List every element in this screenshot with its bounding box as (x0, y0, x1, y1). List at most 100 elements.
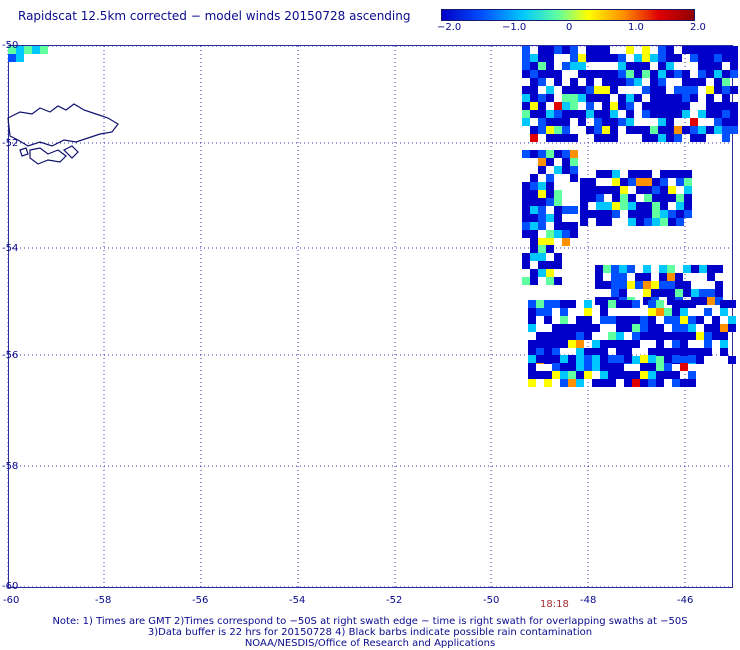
wind-cell (544, 300, 552, 308)
wind-cell (652, 186, 660, 194)
wind-cell (648, 316, 656, 324)
lon-tick-label: -48 (580, 595, 597, 606)
wind-cell (546, 70, 554, 78)
wind-cell (580, 194, 588, 202)
wind-cell (522, 190, 530, 198)
wind-cell (8, 46, 16, 54)
wind-cell (584, 332, 592, 340)
wind-cell (538, 253, 546, 261)
wind-cell (674, 70, 682, 78)
wind-cell (680, 356, 688, 364)
wind-cell (576, 316, 584, 324)
wind-cell (650, 126, 658, 134)
wind-cell (634, 70, 642, 78)
wind-cell (714, 46, 722, 54)
wind-cell (680, 300, 688, 308)
wind-cell (528, 355, 536, 363)
wind-cell (672, 379, 680, 387)
wind-cell (570, 54, 578, 62)
wind-cell (522, 214, 530, 222)
wind-cell (690, 126, 698, 134)
wind-cell (722, 134, 730, 142)
wind-cell (684, 178, 692, 186)
wind-cell (560, 355, 568, 363)
wind-cell (680, 324, 688, 332)
wind-cell (570, 46, 578, 54)
wind-cell (530, 277, 538, 285)
wind-cell (616, 371, 624, 379)
wind-cell (714, 126, 722, 134)
wind-cell (672, 300, 680, 308)
wind-cell (594, 46, 602, 54)
wind-cell (676, 202, 684, 210)
colorbar-tick: 0 (566, 22, 573, 33)
wind-cell (696, 356, 704, 364)
wind-cell (538, 62, 546, 70)
wind-cell (656, 348, 664, 356)
wind-cell (568, 300, 576, 308)
wind-cell (720, 300, 728, 308)
wind-cell (643, 273, 651, 281)
wind-cell (562, 62, 570, 70)
wind-cell (603, 265, 611, 273)
wind-cell (578, 70, 586, 78)
wind-cell (602, 86, 610, 94)
wind-cell (619, 265, 627, 273)
wind-cell (588, 178, 596, 186)
wind-cell (584, 324, 592, 332)
wind-cell (699, 265, 707, 273)
wind-cell (554, 206, 562, 214)
wind-cell (636, 170, 644, 178)
wind-cell (610, 102, 618, 110)
lat-tick-label: -58 (2, 461, 19, 472)
wind-cell (676, 218, 684, 226)
wind-cell (672, 316, 680, 324)
wind-cell (684, 170, 692, 178)
wind-cell (522, 277, 530, 285)
wind-cell (688, 324, 696, 332)
wind-cell (664, 316, 672, 324)
wind-cell (651, 281, 659, 289)
wind-cell (659, 265, 667, 273)
wind-cell (570, 158, 578, 166)
wind-cell (560, 324, 568, 332)
wind-cell (666, 46, 674, 54)
wind-cell (554, 214, 562, 222)
wind-cell (632, 300, 640, 308)
wind-cell (32, 46, 40, 54)
wind-cell (528, 379, 536, 387)
wind-cell (522, 150, 530, 158)
wind-cell (636, 202, 644, 210)
wind-cell (660, 210, 668, 218)
wind-cell (586, 110, 594, 118)
wind-cell (682, 78, 690, 86)
wind-cell (672, 340, 680, 348)
wind-cell (580, 218, 588, 226)
wind-cell (546, 134, 554, 142)
wind-cell (668, 218, 676, 226)
wind-cell (554, 261, 562, 269)
wind-cell (648, 324, 656, 332)
wind-cell (698, 134, 706, 142)
wind-cell (690, 94, 698, 102)
wind-cell (706, 110, 714, 118)
wind-cell (707, 289, 715, 297)
wind-cell (578, 118, 586, 126)
wind-cell (600, 355, 608, 363)
wind-cell (730, 70, 738, 78)
wind-cell (722, 126, 730, 134)
wind-cell (666, 110, 674, 118)
wind-cell (660, 170, 668, 178)
wind-cell (554, 190, 562, 198)
wind-cell (704, 332, 712, 340)
wind-cell (680, 348, 688, 356)
wind-cell (722, 118, 730, 126)
wind-cell (712, 324, 720, 332)
wind-cell (696, 316, 704, 324)
wind-cell (644, 210, 652, 218)
wind-cell (570, 222, 578, 230)
wind-cell (570, 78, 578, 86)
wind-cell (528, 324, 536, 332)
wind-cell (688, 316, 696, 324)
wind-cell (608, 340, 616, 348)
